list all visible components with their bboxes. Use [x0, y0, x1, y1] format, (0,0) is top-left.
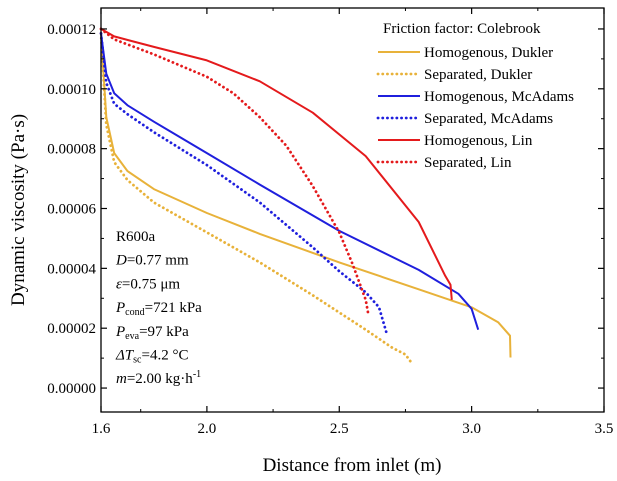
annotation-line-3: ε=0.75 μm — [116, 276, 180, 292]
conditions-annotation: R600a D=0.77 mm ε=0.75 μm Pcond=721 kPa Peva… — [115, 229, 202, 387]
legend: Friction factor: Colebrook Homogenous, D… — [376, 21, 574, 171]
series-line-5 — [100, 28, 453, 300]
annotation-line-4: Pcond=721 kPa — [115, 300, 202, 318]
x-tick-label: 1.6 — [92, 421, 111, 437]
series-line-1 — [100, 33, 512, 358]
x-tick-label: 3.0 — [462, 421, 481, 437]
legend-label-6: Separated, Lin — [424, 155, 512, 171]
x-tick-label: 2.5 — [330, 421, 349, 437]
annotation-line-2: D=0.77 mm — [115, 253, 189, 269]
x-tick-label: 2.0 — [198, 421, 217, 437]
legend-label-1: Homogenous, Dukler — [424, 45, 553, 61]
series-line-2 — [99, 32, 413, 364]
legend-label-2: Separated, Dukler — [424, 67, 532, 83]
ticks-layer: 1.6 2.0 2.5 3.0 3.5 0.00000 0.00002 0.00004 0.00… — [47, 8, 613, 437]
annotation-line-6: ΔTsc=4.2 °C — [115, 348, 188, 366]
x-axis-title: Distance from inlet (m) — [263, 455, 442, 476]
legend-label-5: Homogenous, Lin — [424, 133, 533, 149]
y-tick-label: 0.00000 — [47, 381, 96, 397]
y-tick-label: 0.00002 — [47, 321, 96, 337]
legend-label-3: Homogenous, McAdams — [424, 89, 574, 105]
y-tick-label: 0.00006 — [47, 202, 96, 218]
y-tick-label: 0.00004 — [47, 261, 96, 277]
series-line-3 — [100, 33, 480, 331]
series-layer — [99, 27, 512, 364]
series-line-6 — [99, 27, 370, 317]
annotation-line-5: Peva=97 kPa — [115, 324, 189, 342]
annotation-line-7: m=2.00 kg·h-1 — [116, 369, 201, 387]
legend-label-4: Separated, McAdams — [424, 111, 553, 127]
series-line-4 — [99, 32, 389, 336]
annotation-line-1: R600a — [116, 229, 156, 245]
x-tick-label: 3.5 — [595, 421, 614, 437]
plot-frame — [100, 7, 605, 413]
y-tick-label: 0.00012 — [47, 22, 96, 38]
y-tick-label: 0.00010 — [47, 82, 96, 98]
y-axis-title: Dynamic viscosity (Pa·s) — [8, 114, 29, 306]
y-tick-label: 0.00008 — [47, 142, 96, 158]
legend-title: Friction factor: Colebrook — [383, 21, 541, 37]
